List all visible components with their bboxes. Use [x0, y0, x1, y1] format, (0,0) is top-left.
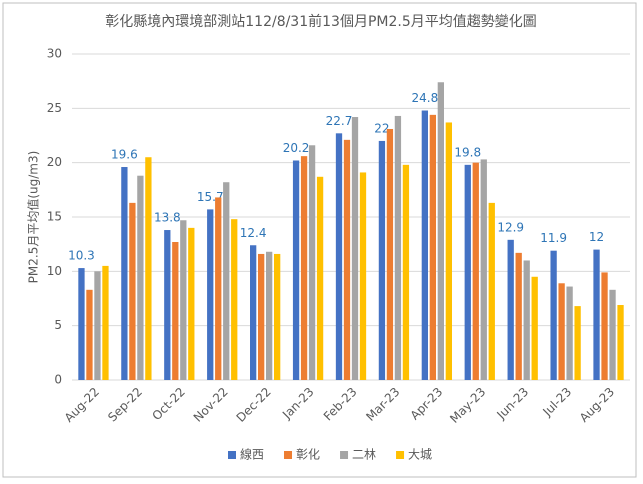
- data-label: 12: [589, 230, 604, 244]
- bar: [378, 140, 386, 380]
- bar: [472, 162, 479, 380]
- bar: [231, 219, 238, 380]
- legend-swatch: [396, 451, 405, 459]
- bar: [137, 175, 144, 380]
- bar: [94, 271, 101, 380]
- y-tick-label: 5: [54, 318, 62, 332]
- legend-swatch: [340, 451, 349, 459]
- bar: [223, 182, 230, 380]
- bar: [188, 227, 195, 380]
- bar: [102, 265, 109, 380]
- bar: [351, 117, 359, 380]
- bar: [480, 159, 487, 380]
- bar: [507, 239, 514, 380]
- bar: [609, 289, 616, 380]
- bar: [86, 289, 93, 380]
- bar: [437, 82, 444, 381]
- legend-label: 大城: [408, 448, 432, 462]
- bar: [266, 251, 273, 380]
- bar: [207, 209, 214, 380]
- data-label: 19.8: [454, 145, 481, 159]
- y-tick-label: 25: [47, 101, 62, 115]
- bar: [359, 172, 367, 380]
- bar: [464, 164, 471, 380]
- bar: [129, 202, 136, 380]
- bar: [574, 306, 581, 380]
- legend-swatch: [228, 451, 236, 459]
- bar: [250, 245, 257, 380]
- bar: [180, 220, 187, 380]
- bar: [308, 145, 316, 380]
- legend-label: 線西: [240, 447, 264, 462]
- data-label: 19.6: [111, 148, 138, 162]
- bar: [335, 133, 343, 380]
- bar: [215, 197, 222, 380]
- y-tick-label: 20: [47, 155, 62, 169]
- bar: [343, 139, 351, 380]
- legend-label: 二林: [352, 448, 376, 462]
- bar: [531, 276, 538, 380]
- chart-title: 彰化縣境內環境部測站112/8/31前13個月PM2.5月平均值趨勢變化圖: [105, 13, 536, 30]
- bar: [274, 253, 281, 380]
- bar: [121, 167, 128, 380]
- bar: [145, 157, 152, 380]
- bar: [316, 176, 324, 380]
- bar: [445, 122, 452, 381]
- y-tick-label: 10: [47, 264, 62, 278]
- y-tick-label: 0: [54, 373, 62, 387]
- bar: [488, 202, 495, 380]
- bar: [429, 114, 436, 380]
- data-label: 24.8: [411, 91, 438, 105]
- legend-swatch: [284, 451, 293, 459]
- bar: [386, 128, 394, 380]
- bar: [601, 272, 608, 380]
- bar: [164, 230, 171, 380]
- data-label: 11.9: [540, 231, 567, 245]
- bar: [394, 115, 402, 380]
- bar: [566, 286, 573, 380]
- bar: [558, 283, 565, 380]
- y-tick-label: 15: [47, 210, 62, 224]
- data-label: 12.9: [497, 220, 524, 234]
- y-axis-label: PM2.5月平均值(ug/m3): [26, 151, 41, 284]
- bar: [515, 252, 522, 380]
- bar: [258, 253, 265, 380]
- bar: [593, 249, 600, 380]
- bar: [78, 268, 85, 380]
- data-label: 13.8: [154, 211, 181, 225]
- data-label: 10.3: [68, 249, 95, 263]
- bar: [550, 250, 557, 380]
- bar: [172, 241, 179, 380]
- bar: [421, 110, 428, 381]
- y-tick-label: 30: [47, 47, 62, 61]
- data-label: 22: [374, 121, 389, 135]
- bar: [300, 156, 308, 380]
- legend-label: 彰化: [296, 447, 320, 462]
- bar: [617, 305, 624, 380]
- data-label: 12.4: [240, 226, 267, 240]
- data-label: 22.7: [326, 114, 353, 128]
- bar: [402, 164, 410, 380]
- bar: [523, 260, 530, 380]
- bar: [292, 160, 300, 380]
- data-label: 20.2: [283, 141, 310, 155]
